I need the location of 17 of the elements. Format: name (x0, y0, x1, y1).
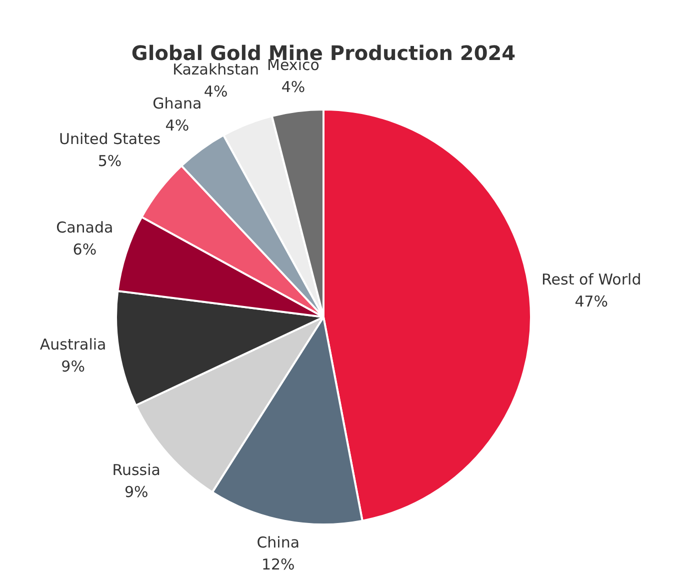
data-label: 47% (574, 292, 608, 311)
data-label: 12% (261, 556, 295, 574)
slice-label: United States (58, 130, 161, 148)
slice-label: Kazakhstan (172, 60, 260, 79)
data-label: 4% (165, 116, 190, 135)
slice-label: Canada (56, 218, 114, 236)
slice-label: Russia (112, 460, 160, 479)
data-label: 9% (124, 482, 148, 501)
data-label: 4% (281, 78, 306, 96)
data-label: 6% (72, 240, 97, 258)
data-label: 4% (204, 82, 228, 101)
data-label: 9% (61, 358, 85, 376)
slice-label: Rest of World (542, 270, 642, 289)
slice-label: China (256, 534, 300, 552)
slice-label: Australia (40, 336, 106, 354)
slice-label: Ghana (152, 94, 202, 113)
data-label: 5% (98, 152, 122, 170)
